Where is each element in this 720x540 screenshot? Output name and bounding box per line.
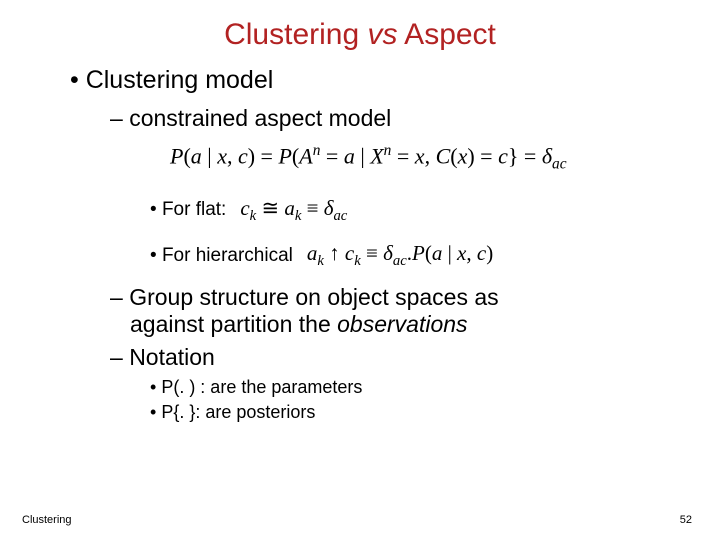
slide-title: Clustering vs Aspect [40,18,680,52]
bullet-l2-constrained: constrained aspect model [110,105,680,132]
equation-hier: ak ↑ ck ≡ δac.P(a | x, c) [307,241,493,270]
bullet-l2-group-a: Group structure on object spaces as [110,284,680,311]
equation-main: P(a | x, c) = P(An = a | Xn = x, C(x) = … [170,142,680,174]
footer-left: Clustering [22,514,72,526]
row-flat: For flat: ck ≅ ak ≡ δac [150,196,680,225]
footer-right: 52 [680,514,692,526]
title-part1: Clustering [224,18,367,51]
title-vs: vs [368,18,398,51]
bullet-l3b-params: P(. ) : are the parameters [150,377,680,398]
group-b-italic: observations [337,311,467,337]
bullet-l3b-posteriors: P{. }: are posteriors [150,402,680,423]
bullet-l3-flat: For flat: [150,199,226,221]
row-hier: For hierarchical ak ↑ ck ≡ δac.P(a | x, … [150,241,680,270]
bullet-l1: Clustering model [70,66,680,95]
group-b-text: against partition the [130,311,337,337]
bullet-l2-group-b: against partition the observations [130,311,680,338]
bullet-l2-notation: Notation [110,344,680,371]
equation-flat: ck ≅ ak ≡ δac [240,196,347,225]
slide: Clustering vs Aspect Clustering model co… [0,0,720,540]
title-part2: Aspect [398,18,496,51]
bullet-l3-hier: For hierarchical [150,245,293,267]
